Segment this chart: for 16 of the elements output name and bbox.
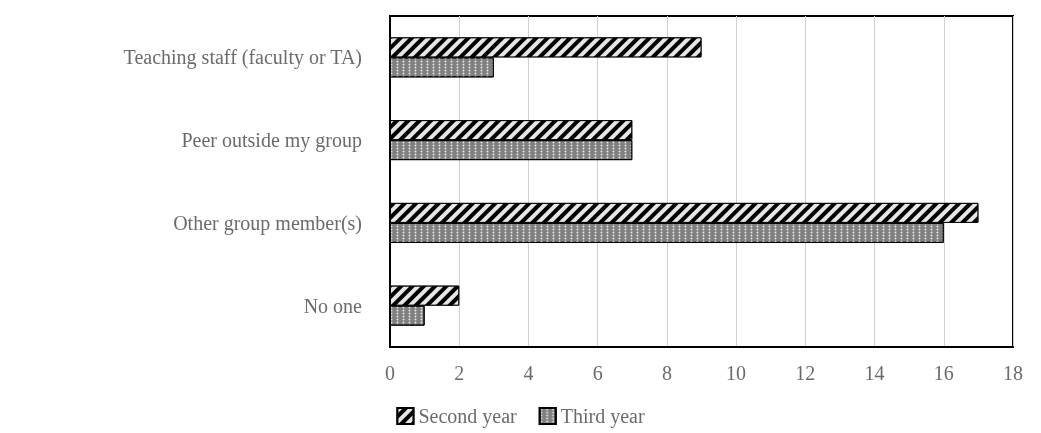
legend-label: Third year [560, 405, 645, 428]
x-tick-label: 14 [864, 362, 885, 384]
x-tick-label: 8 [661, 362, 672, 384]
x-tick-label: 4 [523, 362, 534, 384]
y-tick-label: Teaching staff (faculty or TA) [123, 46, 362, 70]
y-tick-label: Peer outside my group [181, 129, 362, 153]
x-tick-label: 6 [592, 362, 603, 384]
x-tick-label: 0 [385, 362, 395, 384]
legend-label: Second year [418, 405, 518, 428]
x-tick-label: 18 [1003, 362, 1023, 384]
x-tick-label: 10 [726, 362, 747, 384]
y-tick-label: No one [303, 294, 363, 317]
y-tick-label: Other group member(s) [173, 211, 362, 235]
x-tick-label: 12 [795, 362, 816, 384]
x-tick-label: 2 [454, 362, 465, 384]
x-tick-label: 16 [933, 362, 954, 384]
